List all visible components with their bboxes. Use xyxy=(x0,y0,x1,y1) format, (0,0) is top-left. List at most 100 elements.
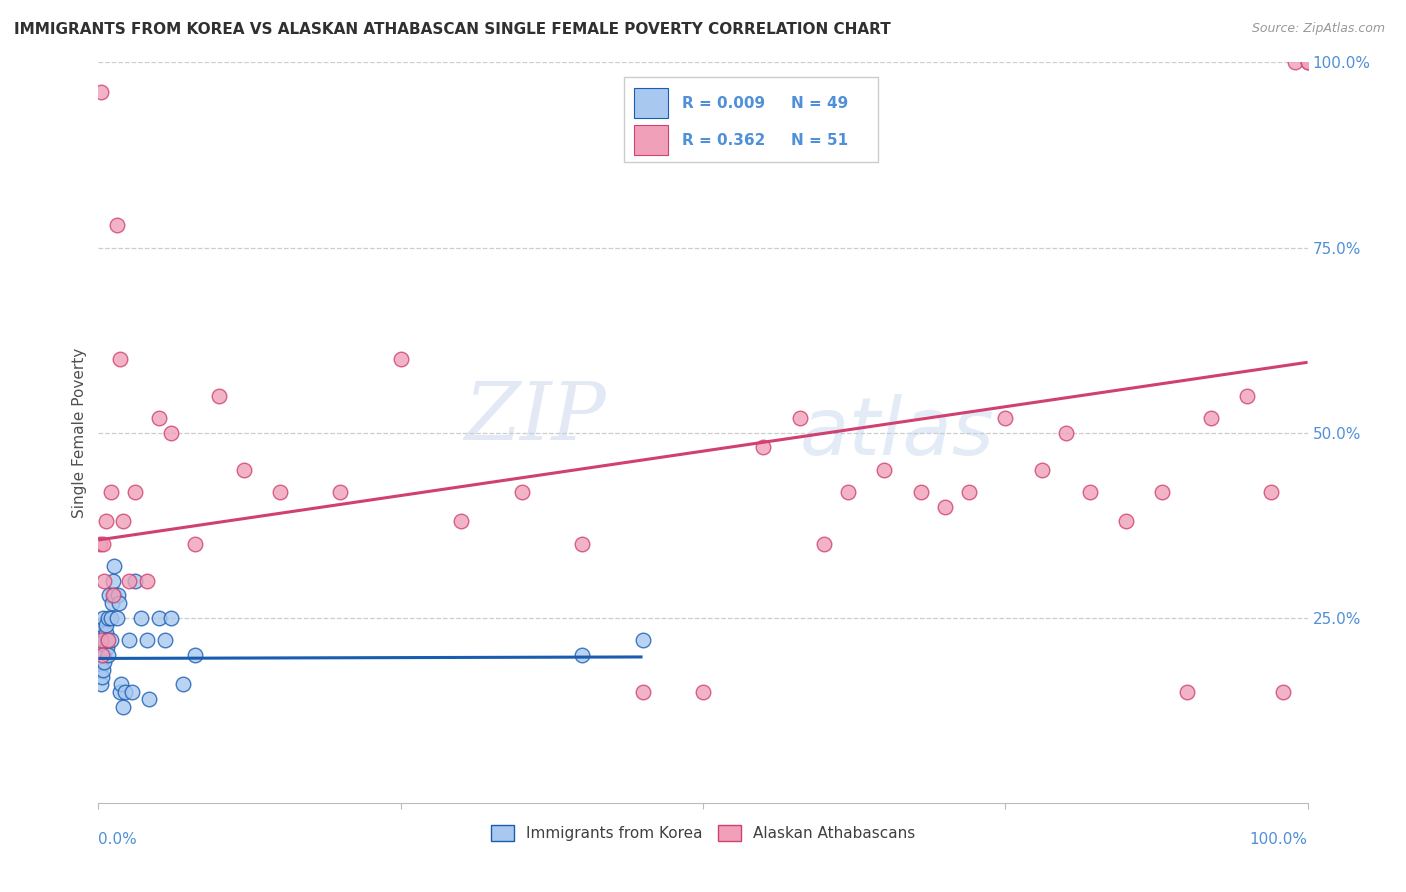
Point xyxy=(1078,484,1101,499)
Point xyxy=(89,632,111,647)
Point xyxy=(111,515,134,529)
Point xyxy=(100,610,122,624)
Point xyxy=(153,632,176,647)
Point xyxy=(93,574,115,588)
Point xyxy=(389,351,412,366)
Point xyxy=(208,388,231,402)
Point xyxy=(103,558,125,573)
Text: 100.0%: 100.0% xyxy=(1250,832,1308,847)
Text: R = 0.009: R = 0.009 xyxy=(682,95,766,111)
Point xyxy=(111,699,134,714)
Point xyxy=(631,685,654,699)
Point xyxy=(91,536,114,550)
Point xyxy=(90,632,112,647)
Point xyxy=(96,640,118,655)
Point xyxy=(269,484,291,499)
Point xyxy=(91,618,114,632)
Point xyxy=(148,410,170,425)
Point xyxy=(89,536,111,550)
Point xyxy=(90,655,112,669)
Point xyxy=(91,663,114,677)
Point xyxy=(97,648,120,662)
Point xyxy=(108,685,131,699)
Point xyxy=(110,677,132,691)
Point xyxy=(873,462,896,476)
Text: 0.0%: 0.0% xyxy=(98,832,138,847)
Text: atlas: atlas xyxy=(800,393,994,472)
Point xyxy=(108,596,131,610)
Point xyxy=(1296,55,1319,70)
Point xyxy=(107,589,129,603)
Text: ZIP: ZIP xyxy=(464,379,606,457)
Point xyxy=(103,589,125,603)
Point xyxy=(121,685,143,699)
Point xyxy=(1284,55,1306,70)
Point xyxy=(105,610,128,624)
Point xyxy=(148,610,170,624)
Point xyxy=(93,648,115,662)
Point xyxy=(96,632,118,647)
Point xyxy=(994,410,1017,425)
FancyBboxPatch shape xyxy=(624,78,879,162)
Point xyxy=(172,677,194,691)
Y-axis label: Single Female Poverty: Single Female Poverty xyxy=(72,348,87,517)
Point xyxy=(1260,484,1282,499)
Point xyxy=(100,596,122,610)
Point xyxy=(90,85,112,99)
Bar xyxy=(634,126,668,155)
Point xyxy=(934,500,956,514)
Point xyxy=(1272,685,1295,699)
Point xyxy=(1115,515,1137,529)
Point xyxy=(138,692,160,706)
Point xyxy=(1175,685,1198,699)
Text: R = 0.362: R = 0.362 xyxy=(682,133,766,148)
Point xyxy=(90,677,112,691)
Point xyxy=(910,484,932,499)
Text: IMMIGRANTS FROM KOREA VS ALASKAN ATHABASCAN SINGLE FEMALE POVERTY CORRELATION CH: IMMIGRANTS FROM KOREA VS ALASKAN ATHABAS… xyxy=(14,22,891,37)
Point xyxy=(94,625,117,640)
Point xyxy=(118,574,141,588)
Point xyxy=(89,663,111,677)
Point xyxy=(1296,55,1319,70)
Point xyxy=(1199,410,1222,425)
Point xyxy=(94,515,117,529)
Text: Source: ZipAtlas.com: Source: ZipAtlas.com xyxy=(1251,22,1385,36)
Point xyxy=(90,648,112,662)
Point xyxy=(114,685,136,699)
Point xyxy=(91,640,114,655)
Point xyxy=(98,589,121,603)
Point xyxy=(129,610,152,624)
Point xyxy=(100,632,122,647)
Point xyxy=(101,589,124,603)
Point xyxy=(105,219,128,233)
Point xyxy=(1152,484,1174,499)
Point xyxy=(124,574,146,588)
Point xyxy=(1236,388,1258,402)
Point xyxy=(100,484,122,499)
Point xyxy=(118,632,141,647)
Point xyxy=(91,610,114,624)
Point xyxy=(93,655,115,669)
Point xyxy=(93,632,115,647)
Point xyxy=(101,574,124,588)
Point xyxy=(160,610,183,624)
Point xyxy=(90,625,112,640)
Point xyxy=(135,574,157,588)
Point xyxy=(329,484,352,499)
Point xyxy=(97,610,120,624)
Point xyxy=(184,648,207,662)
Point xyxy=(89,648,111,662)
Point xyxy=(510,484,533,499)
Point xyxy=(1054,425,1077,440)
Point xyxy=(752,441,775,455)
Point xyxy=(813,536,835,550)
Point xyxy=(91,670,114,684)
Point xyxy=(571,536,593,550)
Point xyxy=(450,515,472,529)
Point xyxy=(692,685,714,699)
Point xyxy=(91,648,114,662)
Point xyxy=(1031,462,1053,476)
Point xyxy=(91,648,114,662)
Point xyxy=(631,632,654,647)
Point xyxy=(184,536,207,550)
